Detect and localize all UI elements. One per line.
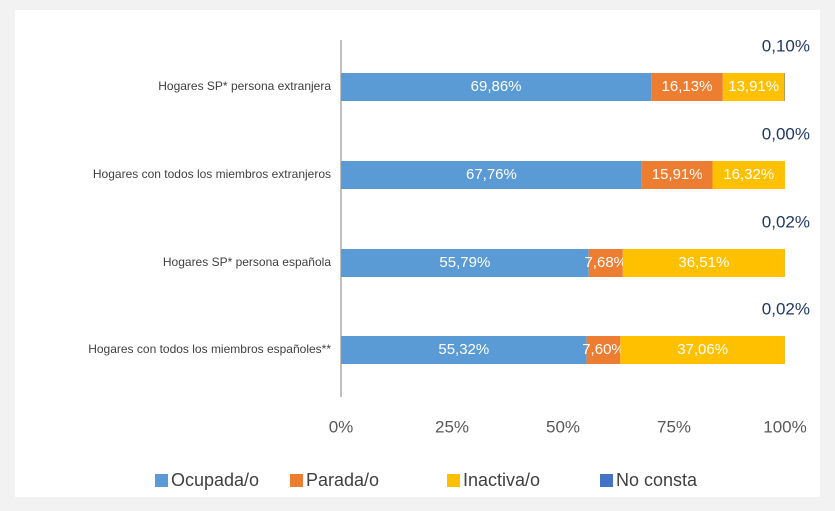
data-label: 7,60% <box>582 341 625 358</box>
data-label: 36,51% <box>678 254 729 271</box>
legend-label: Ocupada/o <box>171 470 259 490</box>
x-tick-label: 50% <box>546 417 580 436</box>
legend-swatch <box>290 474 303 487</box>
legend-swatch <box>447 474 460 487</box>
x-tick-label: 100% <box>763 417 806 436</box>
x-tick-label: 0% <box>329 417 354 436</box>
data-label: 55,79% <box>439 254 490 271</box>
bar-segment <box>641 161 713 189</box>
bar-segment <box>622 249 785 277</box>
data-label: 15,91% <box>652 166 703 183</box>
data-label: 16,32% <box>723 166 774 183</box>
data-label: 69,86% <box>471 78 522 95</box>
data-label: 13,91% <box>728 78 779 95</box>
bar-segment <box>586 336 621 364</box>
data-label: 0,02% <box>762 299 810 318</box>
x-tick-label: 25% <box>435 417 469 436</box>
data-label: 55,32% <box>438 341 489 358</box>
data-label: 37,06% <box>677 341 728 358</box>
bar-segment <box>341 161 642 189</box>
bar-segment <box>341 336 587 364</box>
x-tick-label: 75% <box>657 417 691 436</box>
bar-segment <box>620 336 785 364</box>
bar-segment <box>722 73 785 101</box>
data-label: 7,68% <box>584 254 627 271</box>
bar-segment <box>651 73 723 101</box>
category-label: Hogares SP* persona extranjera <box>158 79 331 93</box>
data-label: 16,13% <box>662 78 713 95</box>
legend-swatch <box>155 474 168 487</box>
legend-label: Parada/o <box>306 470 379 490</box>
bar-segment <box>341 73 652 101</box>
legend-swatch <box>600 474 613 487</box>
bar-segment <box>341 249 589 277</box>
category-label: Hogares con todos los miembros españoles… <box>88 342 331 356</box>
data-label: 0,02% <box>762 212 810 231</box>
category-label: Hogares con todos los miembros extranjer… <box>93 167 331 181</box>
bar-segment <box>712 161 785 189</box>
legend-label: Inactiva/o <box>463 470 540 490</box>
bar-segment <box>588 249 623 277</box>
data-label: 67,76% <box>466 166 517 183</box>
data-label: 0,10% <box>762 36 810 55</box>
category-label: Hogares SP* persona española <box>163 255 331 269</box>
legend-label: No consta <box>616 470 698 490</box>
data-label: 0,00% <box>762 124 810 143</box>
